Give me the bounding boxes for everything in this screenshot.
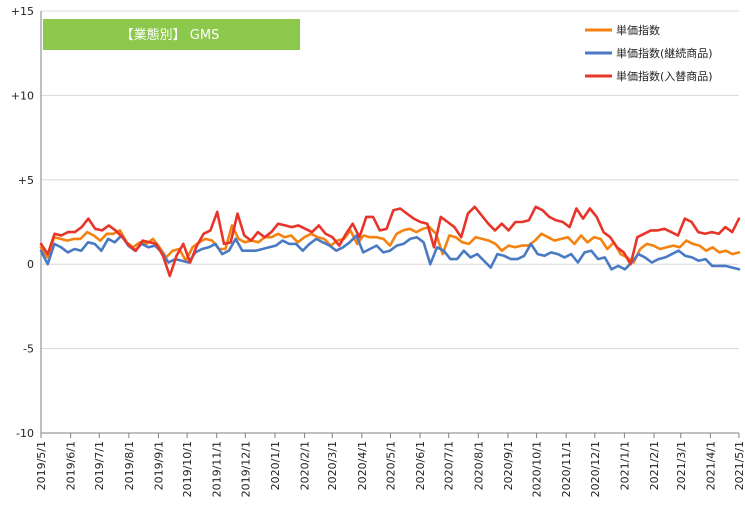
series-line-2 — [39, 205, 741, 278]
y-tick-label: -10 — [16, 427, 34, 440]
x-tick-label: 2019/9/1 — [152, 441, 165, 490]
x-tick-label: 2020/12/1 — [589, 441, 602, 497]
x-tick-label: 2020/9/1 — [502, 441, 515, 490]
y-tick-label: -5 — [23, 343, 34, 356]
y-tick-label: +5 — [18, 174, 34, 187]
x-tick-label: 2020/4/1 — [356, 441, 369, 490]
x-tick-label: 2019/5/1 — [35, 441, 48, 490]
x-tick-label: 2020/7/1 — [443, 441, 456, 490]
y-tick-label: +10 — [11, 89, 34, 102]
x-tick-label: 2019/7/1 — [93, 441, 106, 490]
series-lines — [39, 205, 741, 278]
y-tick-label: +15 — [11, 5, 34, 18]
title-box: 【業態別】 GMS — [43, 19, 300, 50]
x-tick-label: 2020/1/1 — [269, 441, 282, 490]
x-tick-label: 2021/2/1 — [648, 441, 661, 490]
x-tick-label: 2020/8/1 — [472, 441, 485, 490]
x-tick-label: 2020/2/1 — [299, 441, 312, 490]
x-tick-label: 2019/12/1 — [239, 441, 252, 497]
x-tick-label: 2019/8/1 — [123, 441, 136, 490]
x-tick-label: 2021/5/1 — [733, 441, 745, 490]
x-tick-label: 2019/6/1 — [65, 441, 78, 490]
x-tick-label: 2021/3/1 — [675, 441, 688, 490]
y-tick-label: 0 — [27, 258, 34, 271]
x-tick-label: 2020/11/1 — [560, 441, 573, 497]
legend-label-1: 単価指数(継続商品) — [616, 46, 713, 60]
x-tick-label: 2020/10/1 — [531, 441, 544, 497]
x-tick-label: 2019/10/1 — [181, 441, 194, 497]
title-background — [43, 19, 300, 50]
x-tick-label: 2021/1/1 — [618, 441, 631, 490]
legend-label-2: 単価指数(入替商品) — [616, 69, 713, 83]
x-tick-label: 2020/5/1 — [384, 441, 397, 490]
x-tick-label: 2019/11/1 — [211, 441, 224, 497]
chart-title: 【業態別】 GMS — [121, 27, 220, 43]
grid-lines — [41, 10, 739, 350]
legend-label-0: 単価指数 — [616, 23, 660, 37]
x-tick-label: 2021/4/1 — [704, 441, 717, 490]
x-tick-label: 2020/6/1 — [414, 441, 427, 490]
x-tick-label: 2020/3/1 — [326, 441, 339, 490]
